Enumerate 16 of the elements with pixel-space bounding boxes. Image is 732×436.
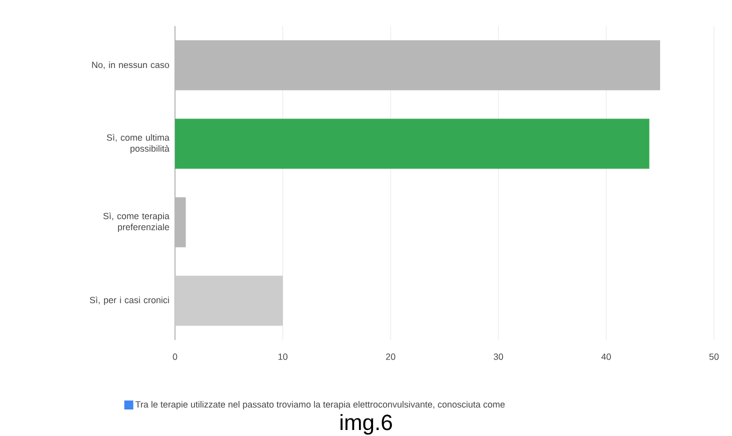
text: img.6 (340, 414, 392, 435)
bar (175, 118, 650, 169)
bar (175, 276, 283, 326)
x-tick-label: 10 (278, 354, 288, 360)
x-tick-label: 0 (172, 354, 178, 360)
x-tick-label: 50 (709, 354, 719, 360)
y-tick-label: Sì, come terapia preferenziale (103, 212, 170, 232)
y-tick-label: Sì, per i casi cronici (90, 296, 169, 306)
text: Tra le terapie utilizzate nel passato troviamo la terapia elettroconvulsivante, conosciuta come (135, 401, 505, 410)
x-tick-label: 20 (386, 354, 396, 360)
y-tick-label: No, in nessun caso (92, 61, 170, 70)
x-tick-label: 30 (494, 354, 504, 360)
y-tick-label: Sì, come ultima possibilità (106, 134, 170, 154)
x-tick-label: 40 (601, 354, 611, 360)
bar (175, 40, 660, 90)
bar (175, 197, 186, 248)
